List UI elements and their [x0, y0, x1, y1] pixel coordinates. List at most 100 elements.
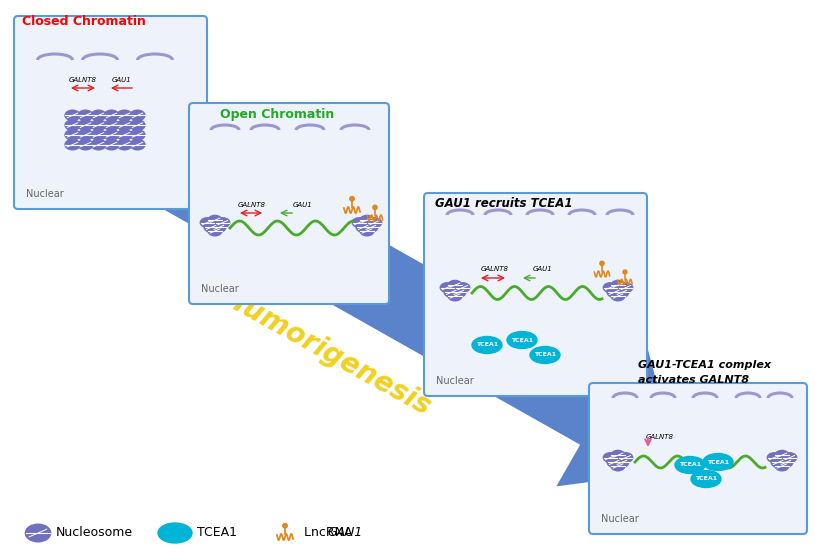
Ellipse shape: [368, 218, 381, 227]
Text: TCEA1: TCEA1: [511, 337, 533, 342]
Ellipse shape: [130, 140, 145, 150]
Text: activates GALNT8: activates GALNT8: [638, 375, 749, 385]
Ellipse shape: [208, 216, 222, 225]
Circle shape: [283, 524, 287, 528]
Ellipse shape: [205, 223, 218, 232]
Ellipse shape: [611, 291, 625, 301]
Ellipse shape: [472, 336, 502, 353]
Text: GALNT8: GALNT8: [238, 202, 266, 208]
Ellipse shape: [200, 218, 214, 227]
Ellipse shape: [208, 226, 222, 236]
Ellipse shape: [619, 453, 632, 463]
Ellipse shape: [611, 461, 625, 471]
Ellipse shape: [65, 120, 80, 130]
Ellipse shape: [130, 110, 145, 121]
Ellipse shape: [91, 120, 106, 130]
Ellipse shape: [444, 288, 458, 297]
Ellipse shape: [158, 523, 192, 543]
Text: TCEA1: TCEA1: [197, 526, 237, 540]
Ellipse shape: [767, 453, 781, 463]
Text: GAU1 recruits TCEA1: GAU1 recruits TCEA1: [435, 197, 572, 210]
Text: Nucleosome: Nucleosome: [56, 526, 133, 540]
Ellipse shape: [507, 331, 537, 348]
Ellipse shape: [104, 110, 119, 121]
Ellipse shape: [356, 223, 370, 232]
Ellipse shape: [65, 130, 80, 140]
Ellipse shape: [65, 110, 80, 121]
Ellipse shape: [78, 130, 93, 140]
Text: Tumorigenesis: Tumorigenesis: [224, 288, 436, 422]
Ellipse shape: [452, 288, 466, 297]
Text: Nuclear: Nuclear: [26, 189, 64, 199]
Ellipse shape: [603, 453, 617, 463]
Ellipse shape: [130, 120, 145, 130]
Text: GAU1-TCEA1 complex: GAU1-TCEA1 complex: [638, 360, 771, 370]
Ellipse shape: [91, 110, 106, 121]
Ellipse shape: [615, 458, 629, 467]
Ellipse shape: [530, 346, 560, 363]
Ellipse shape: [607, 288, 621, 297]
Ellipse shape: [607, 458, 621, 467]
Ellipse shape: [771, 458, 785, 467]
Ellipse shape: [775, 450, 789, 460]
Ellipse shape: [25, 524, 51, 542]
Ellipse shape: [456, 283, 469, 293]
Text: TCEA1: TCEA1: [679, 463, 701, 468]
Ellipse shape: [675, 456, 705, 474]
Ellipse shape: [78, 140, 93, 150]
Text: TCEA1: TCEA1: [707, 459, 729, 464]
Ellipse shape: [611, 280, 625, 290]
Ellipse shape: [603, 283, 617, 293]
Text: GAU1: GAU1: [112, 77, 132, 83]
Ellipse shape: [611, 450, 625, 460]
Ellipse shape: [104, 120, 119, 130]
Ellipse shape: [703, 454, 733, 470]
Ellipse shape: [91, 140, 106, 150]
Ellipse shape: [364, 223, 378, 232]
Text: TCEA1: TCEA1: [695, 476, 717, 481]
Ellipse shape: [117, 110, 132, 121]
Ellipse shape: [78, 110, 93, 121]
Ellipse shape: [440, 283, 454, 293]
FancyBboxPatch shape: [424, 193, 647, 396]
Ellipse shape: [783, 453, 797, 463]
Text: GAU1: GAU1: [293, 202, 313, 208]
Ellipse shape: [352, 218, 366, 227]
Circle shape: [600, 261, 604, 265]
Circle shape: [350, 197, 355, 201]
FancyBboxPatch shape: [14, 16, 207, 209]
Ellipse shape: [117, 130, 132, 140]
Ellipse shape: [212, 223, 226, 232]
Ellipse shape: [360, 216, 374, 225]
Ellipse shape: [360, 226, 374, 236]
Text: Nuclear: Nuclear: [436, 376, 474, 386]
Ellipse shape: [448, 291, 462, 301]
Ellipse shape: [691, 470, 721, 488]
Ellipse shape: [216, 218, 230, 227]
Circle shape: [373, 205, 377, 209]
Text: TCEA1: TCEA1: [534, 352, 556, 357]
Ellipse shape: [65, 140, 80, 150]
FancyBboxPatch shape: [189, 103, 389, 304]
Text: Open Chromatin: Open Chromatin: [220, 108, 334, 121]
Text: Nuclear: Nuclear: [201, 284, 239, 294]
Text: GALNT8: GALNT8: [69, 77, 97, 83]
Ellipse shape: [91, 130, 106, 140]
Circle shape: [623, 270, 627, 274]
Text: GALNT8: GALNT8: [481, 266, 509, 272]
Ellipse shape: [775, 461, 789, 471]
Ellipse shape: [78, 120, 93, 130]
Text: GAU1: GAU1: [327, 526, 362, 540]
Ellipse shape: [448, 280, 462, 290]
Text: GAU1: GAU1: [533, 266, 553, 272]
Ellipse shape: [104, 130, 119, 140]
Text: Closed Chromatin: Closed Chromatin: [22, 15, 146, 28]
Text: GALNT8: GALNT8: [646, 434, 674, 440]
Ellipse shape: [104, 140, 119, 150]
Polygon shape: [88, 98, 680, 486]
Ellipse shape: [619, 283, 632, 293]
Ellipse shape: [117, 120, 132, 130]
Ellipse shape: [779, 458, 793, 467]
Ellipse shape: [615, 288, 629, 297]
Text: LncRNA: LncRNA: [304, 526, 356, 540]
